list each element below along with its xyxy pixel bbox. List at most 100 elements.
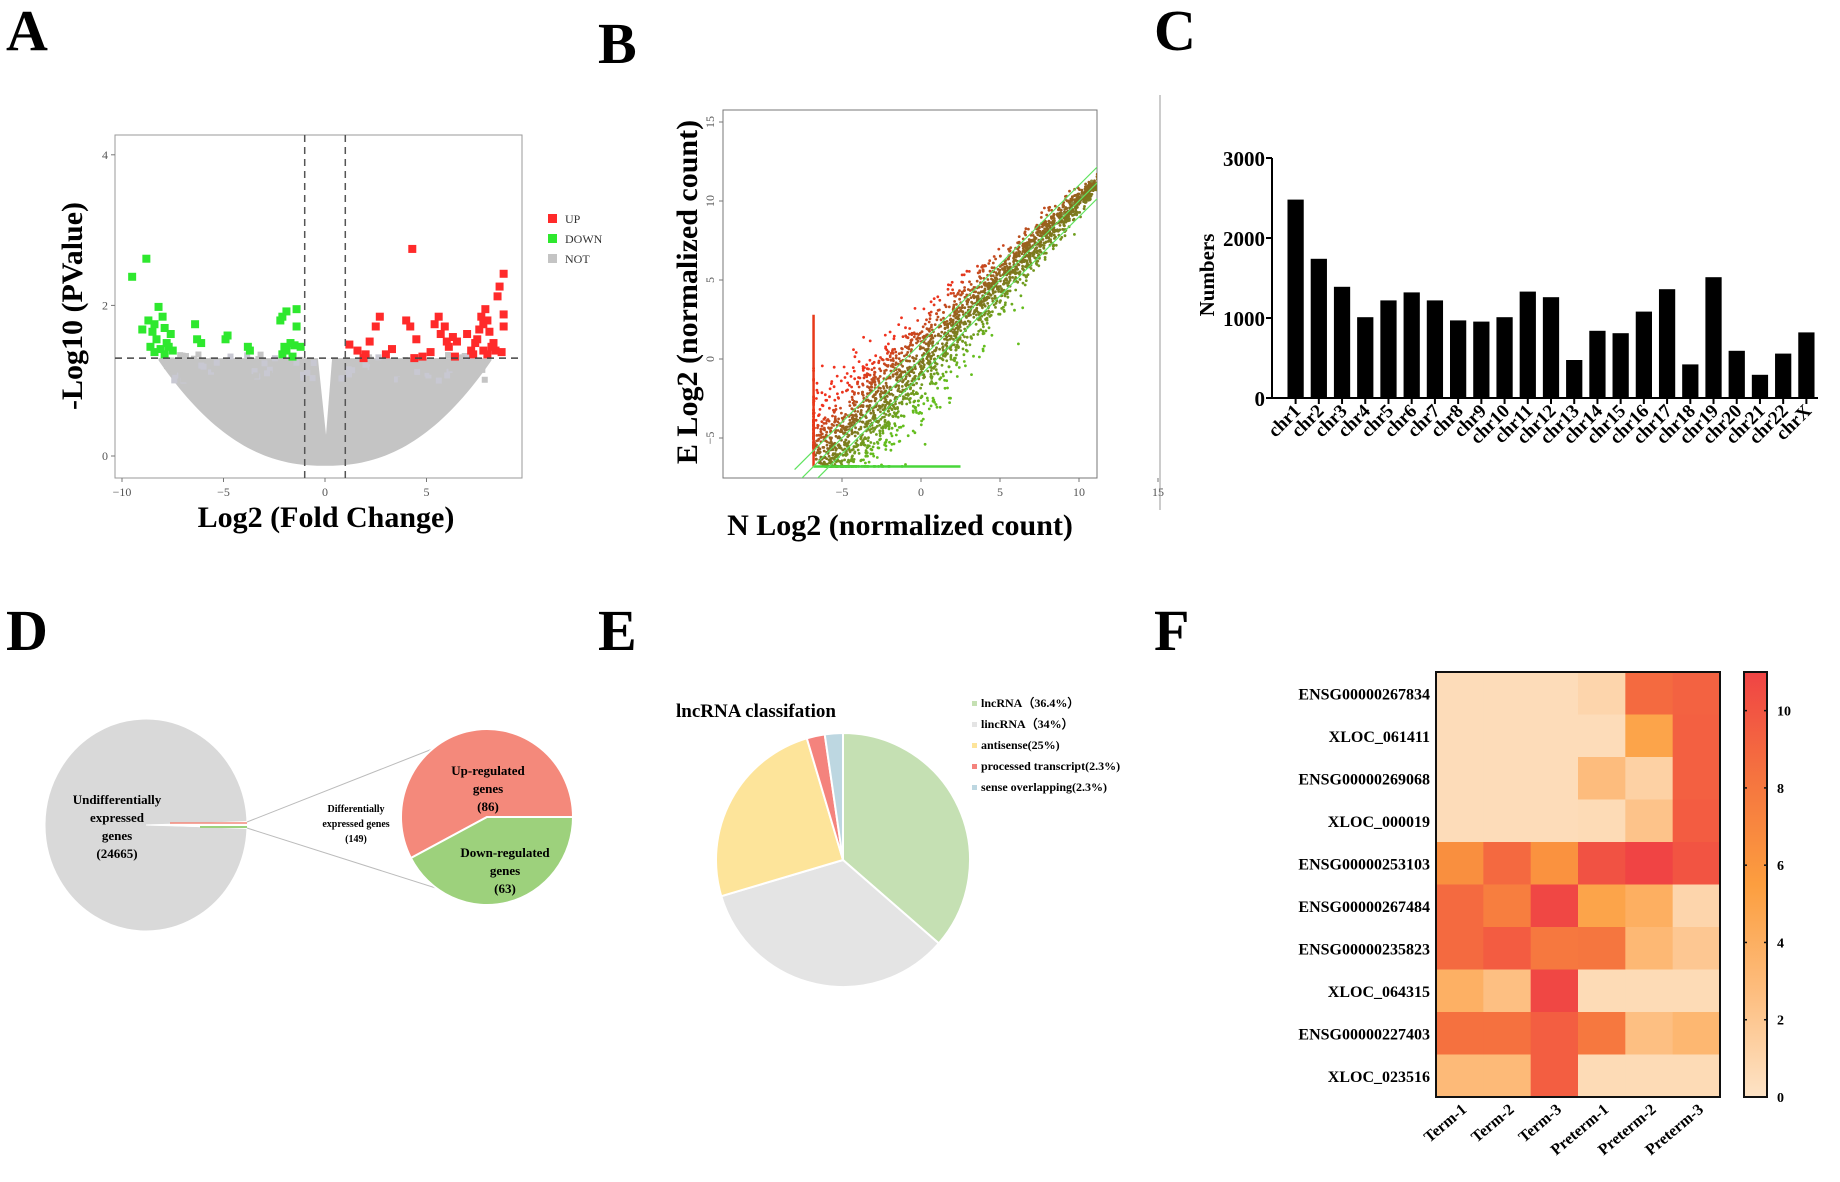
gene-point xyxy=(1021,281,1025,285)
gene-point xyxy=(962,322,966,326)
gene-point xyxy=(899,414,903,418)
gene-point xyxy=(875,456,879,459)
gene-point xyxy=(854,351,858,354)
heatmap-cell xyxy=(1483,757,1532,800)
not-point xyxy=(481,376,488,383)
gene-point xyxy=(860,458,863,462)
down-point xyxy=(197,339,206,348)
down-point xyxy=(278,312,287,321)
gene-point xyxy=(997,290,1000,293)
x-axis-title: Log2 (Fold Change) xyxy=(198,501,455,534)
gene-point xyxy=(856,448,860,452)
gene-point xyxy=(993,276,997,280)
up-regulated-label-line: Up-regulated xyxy=(451,763,525,778)
gene-point xyxy=(828,387,832,391)
gene-point xyxy=(967,314,970,318)
gene-point xyxy=(900,385,904,388)
not-point xyxy=(257,351,264,358)
gene-point xyxy=(918,347,922,351)
gene-point xyxy=(1102,179,1105,182)
gene-point xyxy=(982,313,986,317)
gene-point xyxy=(817,433,821,437)
gene-point xyxy=(1003,271,1007,274)
gene-point xyxy=(878,423,882,427)
not-point xyxy=(246,373,253,380)
gene-point xyxy=(950,280,954,284)
heatmap-cell xyxy=(1672,842,1721,885)
gene-point xyxy=(873,397,877,400)
gene-point xyxy=(1095,172,1097,176)
not-point xyxy=(211,366,218,373)
gene-point xyxy=(954,334,958,338)
gene-point xyxy=(887,402,891,405)
gene-point xyxy=(1030,239,1034,243)
gene-point xyxy=(845,444,849,448)
legend-swatch xyxy=(972,785,977,790)
gene-point xyxy=(1052,229,1055,233)
gene-point xyxy=(1041,232,1044,235)
gene-point xyxy=(921,359,925,363)
gene-point xyxy=(936,372,940,376)
colorbar-tick-label: 8 xyxy=(1777,782,1784,797)
not-point xyxy=(244,352,251,359)
gene-point xyxy=(1080,191,1084,195)
panel-letter-c: C xyxy=(1154,0,1196,63)
gene-point xyxy=(949,283,953,287)
gene-point xyxy=(847,440,851,444)
gene-point xyxy=(1072,217,1076,221)
gene-point xyxy=(955,308,959,312)
gene-point xyxy=(1013,252,1016,256)
gene-point xyxy=(1101,179,1104,182)
gene-point xyxy=(866,422,870,425)
gene-point xyxy=(1083,205,1086,208)
gene-point xyxy=(1058,211,1062,215)
gene-point xyxy=(888,440,891,444)
gene-point xyxy=(895,376,899,379)
bar-chr15 xyxy=(1612,333,1629,398)
gene-point xyxy=(894,414,898,418)
gene-point xyxy=(836,453,840,456)
not-point xyxy=(240,358,247,365)
gene-point xyxy=(947,365,951,369)
heatmap-cell xyxy=(1530,884,1579,928)
x-tick-label: 0 xyxy=(918,485,924,499)
gene-point xyxy=(916,319,920,322)
gene-point xyxy=(873,415,877,419)
not-point xyxy=(367,356,374,363)
gene-point xyxy=(909,397,912,400)
up-point xyxy=(402,316,411,325)
row-label: ENSG00000269068 xyxy=(1298,771,1430,788)
gene-point xyxy=(1008,289,1012,293)
gene-point xyxy=(929,372,933,376)
gene-point xyxy=(848,418,852,422)
gene-point xyxy=(972,312,975,316)
gene-point xyxy=(1099,175,1102,178)
not-point xyxy=(445,352,452,359)
legend-label: sense overlapping(2.3%) xyxy=(981,780,1107,794)
not-point xyxy=(259,363,266,370)
up-point xyxy=(359,354,368,363)
not-point xyxy=(397,367,404,374)
gene-point xyxy=(884,413,888,416)
gene-point xyxy=(881,391,885,395)
gene-point xyxy=(946,386,949,390)
not-point xyxy=(468,371,475,378)
gene-point xyxy=(815,443,818,447)
gene-point xyxy=(965,343,968,347)
gene-point xyxy=(915,392,918,395)
not-point xyxy=(429,368,436,375)
gene-point xyxy=(1087,198,1090,202)
gene-point xyxy=(1008,275,1011,279)
gene-point xyxy=(820,391,824,395)
gene-point xyxy=(890,442,894,446)
gene-point xyxy=(841,453,845,457)
gene-point xyxy=(873,378,876,382)
gene-point xyxy=(825,443,829,447)
gene-point xyxy=(1043,241,1047,245)
gene-point xyxy=(853,391,856,395)
bar-chr16 xyxy=(1635,311,1652,398)
gene-point xyxy=(884,389,888,393)
down-point xyxy=(150,320,159,329)
heatmap-cell xyxy=(1436,799,1484,843)
gene-point xyxy=(971,302,975,305)
